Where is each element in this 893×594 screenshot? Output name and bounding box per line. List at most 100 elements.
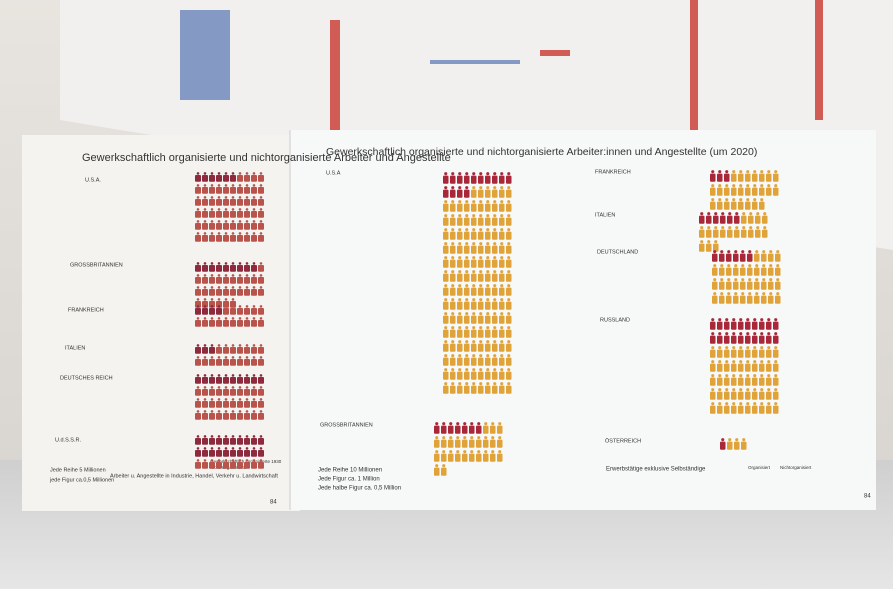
figure-body [745, 173, 751, 182]
figure-head [748, 250, 752, 254]
figure-head [451, 242, 455, 246]
figure-head [741, 292, 745, 296]
organized-figures [434, 422, 482, 434]
figure-head [231, 305, 235, 308]
figure-body [450, 301, 456, 310]
figure-body [244, 265, 250, 272]
figure-head [210, 317, 214, 320]
figure-body [464, 385, 470, 394]
figure-body [464, 371, 470, 380]
figure-body [216, 265, 222, 272]
figure-head [493, 270, 497, 274]
figure-head [449, 422, 453, 426]
figure-head [769, 264, 773, 268]
figure-body [464, 343, 470, 352]
figure-body [712, 281, 718, 290]
figure-head [746, 388, 750, 392]
figure-head [451, 382, 455, 386]
figure-body [230, 199, 236, 206]
figure-head [755, 264, 759, 268]
figure-body [499, 287, 505, 296]
figure-head [477, 422, 481, 426]
figure-head [479, 340, 483, 344]
figure-head [217, 459, 221, 462]
figure-head [718, 170, 722, 174]
figure-head [739, 346, 743, 350]
figure-head [465, 242, 469, 246]
figure-head [245, 305, 249, 308]
figure-body [230, 223, 236, 230]
figure-head [196, 459, 200, 462]
figure-body [738, 187, 744, 196]
figure-head [456, 422, 460, 426]
figure-body [448, 453, 454, 462]
figure-body [745, 321, 751, 330]
figure-head [776, 250, 780, 254]
figure-head [224, 208, 228, 211]
figure-head [224, 398, 228, 401]
figure-head [760, 332, 764, 336]
figure-body [773, 173, 779, 182]
figure-body [443, 231, 449, 240]
figure-head [711, 332, 715, 336]
figure-head [210, 196, 214, 199]
figure-body [464, 217, 470, 226]
figure-head [479, 284, 483, 288]
figure-head [760, 388, 764, 392]
figure-body [471, 217, 477, 226]
figure-body [230, 450, 236, 457]
unorganized-figures [699, 212, 768, 252]
figure-head [727, 278, 731, 282]
figure-body [768, 253, 774, 262]
figure-head [507, 326, 511, 330]
legend-text: Arbeiter u. Angestellte in Industrie, Ha… [110, 473, 278, 479]
figure-body [754, 267, 760, 276]
figure-body [724, 173, 730, 182]
figure-head [203, 398, 207, 401]
figure-head [224, 386, 228, 389]
figure-head [727, 264, 731, 268]
figure-body [209, 438, 215, 445]
figure-head [762, 292, 766, 296]
figure-head [259, 274, 263, 277]
figure-body [455, 425, 461, 434]
figure-head [444, 382, 448, 386]
figure-body [251, 450, 257, 457]
figure-body [258, 347, 264, 354]
figure-head [486, 228, 490, 232]
figure-body [209, 462, 215, 469]
figure-head [753, 374, 757, 378]
figure-body [759, 201, 765, 210]
figure-head [203, 274, 207, 277]
figure-body [752, 391, 758, 400]
figure-body [476, 439, 482, 448]
figure-head [493, 200, 497, 204]
figure-head [760, 402, 764, 406]
figure-head [203, 459, 207, 462]
figure-body [766, 349, 772, 358]
figure-body [434, 439, 440, 448]
figure-body [506, 343, 512, 352]
figure-body [499, 217, 505, 226]
figure-head [444, 298, 448, 302]
figure-head [238, 208, 242, 211]
figure-head [458, 256, 462, 260]
figure-body [766, 187, 772, 196]
figure-body [251, 187, 257, 194]
figure-body [471, 385, 477, 394]
figure-head [444, 340, 448, 344]
figure-body [699, 243, 705, 252]
figure-head [259, 208, 263, 211]
figure-head [463, 422, 467, 426]
figure-body [209, 211, 215, 218]
figure-head [477, 450, 481, 454]
figure-head [245, 447, 249, 450]
figure-head [472, 242, 476, 246]
figure-head [753, 184, 757, 188]
figure-body [448, 439, 454, 448]
figure-head [231, 317, 235, 320]
figure-head [458, 270, 462, 274]
figure-body [492, 217, 498, 226]
unorganized-figures [195, 262, 264, 308]
figure-body [450, 175, 456, 184]
